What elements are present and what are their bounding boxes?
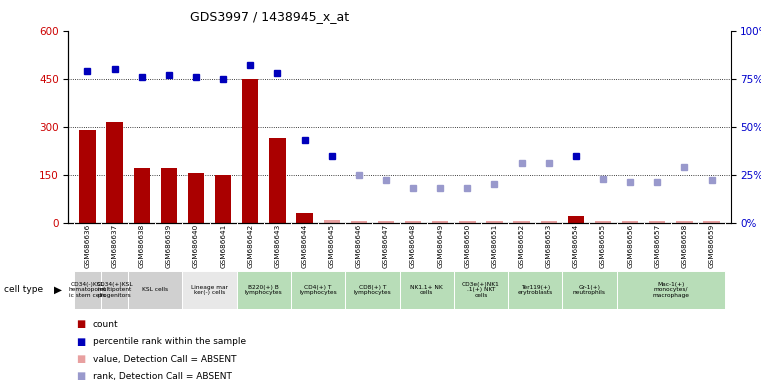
Text: CD4(+) T
lymphocytes: CD4(+) T lymphocytes (299, 285, 337, 295)
Bar (540, 221, 557, 223)
Text: GSM686657: GSM686657 (654, 224, 661, 268)
Text: value, Detection Call = ABSENT: value, Detection Call = ABSENT (93, 354, 237, 364)
Bar (237, 271, 291, 309)
Text: ■: ■ (76, 354, 85, 364)
Text: GSM686637: GSM686637 (112, 224, 118, 268)
Bar (291, 271, 345, 309)
Text: ▶: ▶ (54, 285, 62, 295)
Text: GSM686650: GSM686650 (464, 224, 470, 268)
Bar (74, 271, 101, 309)
Bar (215, 175, 231, 223)
Bar (345, 271, 400, 309)
Text: GSM686638: GSM686638 (139, 224, 145, 268)
Bar (269, 138, 285, 223)
Text: GSM686653: GSM686653 (546, 224, 552, 268)
Bar (514, 221, 530, 223)
Bar (649, 221, 665, 223)
Bar (508, 271, 562, 309)
Text: cell type: cell type (4, 285, 43, 295)
Bar (323, 220, 340, 223)
Text: CD3e(+)NK1
.1(+) NKT
cells: CD3e(+)NK1 .1(+) NKT cells (462, 281, 500, 298)
Text: GSM686641: GSM686641 (220, 224, 226, 268)
Bar (351, 221, 367, 223)
Text: GSM686652: GSM686652 (519, 224, 524, 268)
Text: GSM686651: GSM686651 (492, 224, 498, 268)
Bar (128, 271, 183, 309)
Text: CD34(+)KSL
multipotent
progenitors: CD34(+)KSL multipotent progenitors (97, 281, 133, 298)
Bar (616, 271, 725, 309)
Text: Mac-1(+)
monocytes/
macrophage: Mac-1(+) monocytes/ macrophage (652, 281, 689, 298)
Text: GSM686654: GSM686654 (573, 224, 579, 268)
Text: GSM686640: GSM686640 (193, 224, 199, 268)
Bar (622, 221, 638, 223)
Text: GSM686644: GSM686644 (301, 224, 307, 268)
Text: ■: ■ (76, 371, 85, 381)
Bar (562, 271, 616, 309)
Text: GSM686643: GSM686643 (275, 224, 280, 268)
Bar (297, 213, 313, 223)
Bar (79, 130, 96, 223)
Text: rank, Detection Call = ABSENT: rank, Detection Call = ABSENT (93, 372, 231, 381)
Bar (703, 221, 720, 223)
Bar (377, 221, 394, 223)
Text: GSM686649: GSM686649 (438, 224, 443, 268)
Text: GSM686648: GSM686648 (410, 224, 416, 268)
Bar (486, 221, 502, 223)
Bar (101, 271, 128, 309)
Text: Lineage mar
ker(-) cells: Lineage mar ker(-) cells (191, 285, 228, 295)
Text: count: count (93, 320, 119, 329)
Text: CD34(-)KSL
hematopoiet
ic stem cells: CD34(-)KSL hematopoiet ic stem cells (68, 281, 107, 298)
Bar (183, 271, 237, 309)
Text: GSM686647: GSM686647 (383, 224, 389, 268)
Bar (188, 173, 204, 223)
Bar (134, 168, 150, 223)
Text: GSM686659: GSM686659 (708, 224, 715, 268)
Text: ■: ■ (76, 337, 85, 347)
Bar (677, 221, 693, 223)
Text: NK1.1+ NK
cells: NK1.1+ NK cells (410, 285, 443, 295)
Bar (400, 271, 454, 309)
Bar (405, 221, 422, 223)
Text: B220(+) B
lymphocytes: B220(+) B lymphocytes (245, 285, 283, 295)
Text: Ter119(+)
erytroblasts: Ter119(+) erytroblasts (517, 285, 552, 295)
Text: percentile rank within the sample: percentile rank within the sample (93, 337, 246, 346)
Bar (459, 221, 476, 223)
Text: GSM686636: GSM686636 (84, 224, 91, 268)
Bar (595, 221, 611, 223)
Text: Gr-1(+)
neutrophils: Gr-1(+) neutrophils (573, 285, 606, 295)
Text: GSM686645: GSM686645 (329, 224, 335, 268)
Text: GSM686658: GSM686658 (681, 224, 687, 268)
Text: GSM686656: GSM686656 (627, 224, 633, 268)
Bar (107, 122, 123, 223)
Bar (568, 216, 584, 223)
Text: CD8(+) T
lymphocytes: CD8(+) T lymphocytes (354, 285, 391, 295)
Text: GDS3997 / 1438945_x_at: GDS3997 / 1438945_x_at (190, 10, 349, 23)
Text: KSL cells: KSL cells (142, 287, 168, 293)
Bar (242, 79, 259, 223)
Text: ■: ■ (76, 319, 85, 329)
Text: GSM686655: GSM686655 (600, 224, 606, 268)
Text: GSM686642: GSM686642 (247, 224, 253, 268)
Text: GSM686646: GSM686646 (356, 224, 361, 268)
Bar (454, 271, 508, 309)
Bar (432, 221, 448, 223)
Text: GSM686639: GSM686639 (166, 224, 172, 268)
Bar (161, 168, 177, 223)
